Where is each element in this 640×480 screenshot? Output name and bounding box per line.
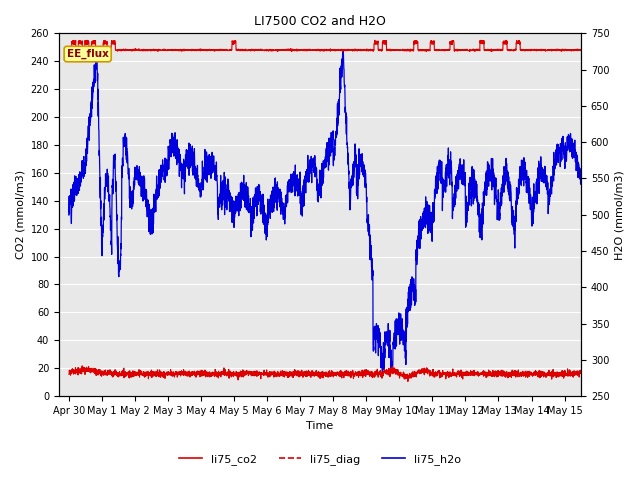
X-axis label: Time: Time [307, 421, 333, 432]
Text: EE_flux: EE_flux [67, 49, 109, 59]
Y-axis label: CO2 (mmol/m3): CO2 (mmol/m3) [15, 170, 25, 259]
Title: LI7500 CO2 and H2O: LI7500 CO2 and H2O [254, 15, 386, 28]
Y-axis label: H2O (mmol/m3): H2O (mmol/m3) [615, 170, 625, 260]
Legend: li75_co2, li75_diag, li75_h2o: li75_co2, li75_diag, li75_h2o [175, 450, 465, 469]
